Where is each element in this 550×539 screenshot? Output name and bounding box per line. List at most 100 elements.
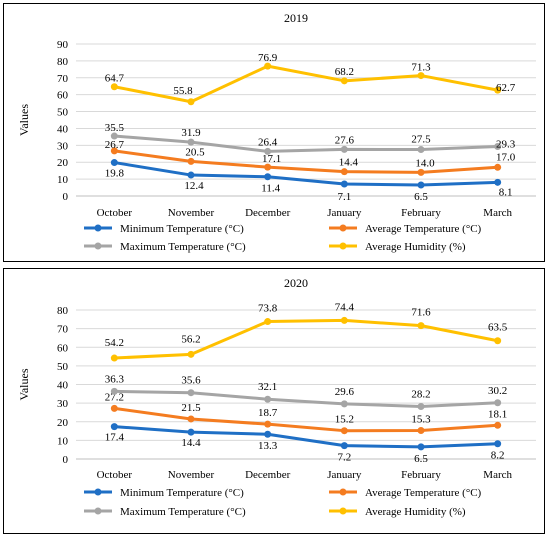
legend-swatch-marker [94, 488, 102, 496]
y-tick-label: 90 [57, 39, 69, 51]
data-label: 76.9 [258, 52, 278, 64]
x-tick-label: January [327, 469, 362, 481]
x-tick-label: March [483, 469, 512, 481]
data-label: 8.2 [491, 450, 505, 462]
data-point [187, 389, 195, 397]
data-label: 12.4 [184, 180, 204, 192]
y-tick-label: 10 [57, 435, 69, 447]
data-label: 18.1 [488, 408, 507, 420]
data-label: 35.5 [105, 122, 125, 134]
data-label: 64.7 [105, 73, 125, 85]
data-point [494, 399, 502, 407]
data-point [110, 387, 118, 395]
data-label: 17.1 [262, 153, 281, 165]
data-label: 8.1 [499, 186, 513, 198]
y-axis-label: Values [17, 104, 31, 136]
series-line [114, 389, 498, 408]
data-label: 14.4 [339, 157, 359, 169]
data-label: 15.2 [335, 414, 354, 426]
legend-label: Average Humidity (%) [365, 506, 466, 518]
data-label: 27.2 [105, 391, 124, 403]
series-line [114, 134, 498, 153]
legend-swatch-marker [94, 242, 102, 250]
x-tick-label: February [401, 207, 441, 219]
x-tick-label: February [401, 469, 441, 481]
y-axis-label: Values [17, 368, 31, 400]
y-tick-label: 60 [57, 90, 69, 102]
data-point [110, 159, 118, 167]
data-point [110, 404, 118, 412]
data-label: 19.8 [105, 168, 125, 180]
series-line [114, 64, 498, 104]
series-line [114, 161, 498, 187]
data-point [110, 147, 118, 155]
data-point [264, 62, 272, 70]
y-tick-label: 70 [57, 73, 69, 85]
data-point [417, 322, 425, 330]
y-tick-label: 30 [57, 140, 69, 152]
x-tick-label: November [168, 469, 215, 481]
series-line [114, 406, 498, 433]
data-point [494, 337, 502, 345]
data-point [417, 402, 425, 410]
data-point [417, 427, 425, 435]
y-tick-label: 0 [63, 191, 69, 203]
data-label: 7.1 [337, 191, 351, 203]
data-label: 73.8 [258, 303, 278, 315]
legend-label: Average Temperature (°C) [365, 223, 482, 235]
legend-swatch-marker [339, 488, 347, 496]
data-label: 20.5 [185, 146, 205, 158]
y-tick-label: 20 [57, 417, 69, 429]
data-label: 71.6 [411, 307, 431, 319]
x-tick-label: January [327, 207, 362, 219]
data-label: 27.6 [335, 134, 355, 146]
y-tick-label: 80 [57, 56, 69, 68]
legend-swatch-marker [94, 507, 102, 515]
data-point [340, 427, 348, 435]
data-point [110, 132, 118, 140]
data-point [340, 168, 348, 176]
data-label: 54.2 [105, 337, 124, 349]
series-line [114, 149, 498, 174]
chart-svg-2020: 2020 0 10 20 30 40 50 60 70 80 Values October Novemb… [17, 276, 536, 518]
data-label: 17.4 [105, 432, 125, 444]
y-tick-label: 40 [57, 380, 69, 392]
data-label: 29.6 [335, 386, 355, 398]
data-label: 56.2 [181, 333, 200, 345]
data-point [264, 395, 272, 403]
y-tick-label: 40 [57, 123, 69, 135]
data-point [494, 440, 502, 448]
data-point [187, 98, 195, 106]
legend-label: Average Humidity (%) [365, 241, 466, 253]
data-point [110, 423, 118, 431]
data-point [494, 178, 502, 186]
data-label: 27.5 [411, 134, 431, 146]
x-tick-label: October [97, 469, 133, 481]
legend-label: Minimum Temperature (°C) [120, 223, 244, 235]
y-tick-label: 20 [57, 157, 69, 169]
chart-panel-2020: 2020 0 10 20 30 40 50 60 70 80 Values October Novemb… [3, 268, 545, 534]
legend-label: Minimum Temperature (°C) [120, 487, 244, 499]
data-label: 13.3 [258, 440, 278, 452]
data-label: 15.3 [411, 414, 431, 426]
data-label: 14.4 [181, 437, 201, 449]
legend-label: Maximum Temperature (°C) [120, 506, 246, 518]
data-label: 35.6 [181, 375, 201, 387]
data-point [340, 145, 348, 153]
data-point [417, 72, 425, 80]
y-tick-label: 10 [57, 174, 69, 186]
data-label: 26.4 [258, 136, 278, 148]
data-point [340, 316, 348, 324]
data-label: 11.4 [261, 183, 280, 195]
data-point [494, 86, 502, 94]
data-point [110, 354, 118, 362]
data-point [187, 415, 195, 423]
y-tick-label: 0 [63, 454, 69, 466]
chart-title: 2019 [284, 11, 308, 25]
y-tick-label: 50 [57, 361, 69, 373]
data-label: 29.3 [496, 139, 516, 151]
data-point [264, 420, 272, 428]
data-point [340, 400, 348, 408]
data-point [187, 350, 195, 358]
data-label: 17.0 [496, 151, 516, 163]
